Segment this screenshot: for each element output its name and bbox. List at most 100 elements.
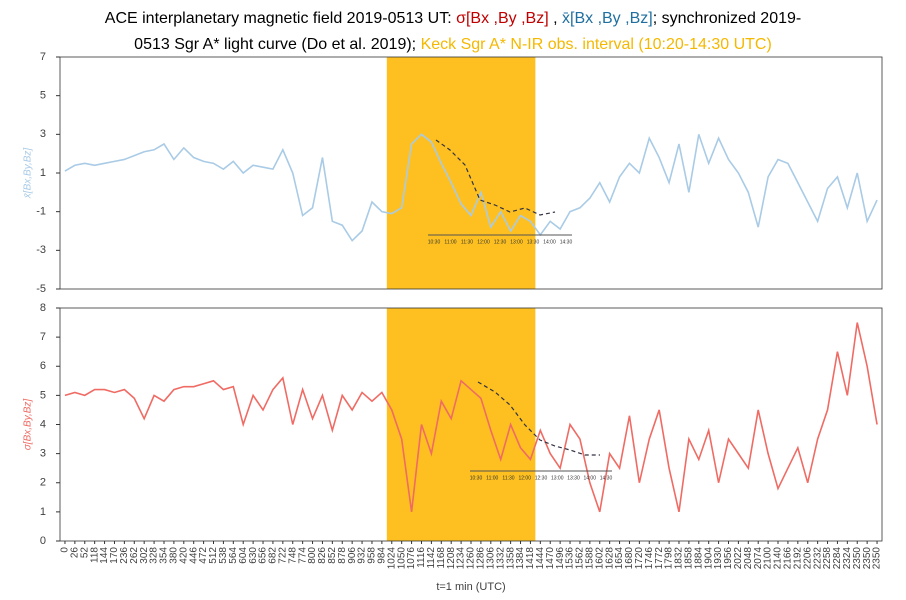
x-tick-label: 682 xyxy=(268,547,279,564)
x-tick-label: 1418 xyxy=(525,547,536,570)
x-tick-label: 446 xyxy=(188,547,199,564)
inset-tick-label: 10:30 xyxy=(428,239,441,245)
x-tick-label: 380 xyxy=(169,547,180,564)
x-tick-label: 2074 xyxy=(753,547,764,570)
data-line xyxy=(64,133,878,242)
x-tick-label: 118 xyxy=(89,547,100,563)
x-tick-label: 144 xyxy=(99,547,110,564)
x-tick-label: 1208 xyxy=(446,547,457,570)
inset-tick-label: 12:30 xyxy=(494,239,507,245)
x-tick-label: 1444 xyxy=(535,547,546,570)
y-tick-label: 3 xyxy=(40,128,46,140)
x-tick-label: 1588 xyxy=(584,547,595,570)
y-tick-label: -3 xyxy=(36,244,46,256)
y-tick-label: 7 xyxy=(40,51,46,63)
x-tick-label: 1142 xyxy=(426,547,437,569)
x-tick-label: 1884 xyxy=(693,547,704,570)
x-tick-label: 1384 xyxy=(515,547,526,570)
x-tick-label: 1050 xyxy=(396,547,407,570)
title-part: ACE interplanetary magnetic field 2019-0… xyxy=(105,10,456,27)
inset-tick-label: 12:00 xyxy=(477,239,490,245)
inset-tick-label: 14:30 xyxy=(560,239,573,245)
x-tick-label: 2350 xyxy=(862,547,873,570)
title-part: , xyxy=(549,10,562,27)
y-tick-label: 4 xyxy=(40,418,46,430)
x-tick-label: 564 xyxy=(228,547,239,564)
x-tick-label: 1930 xyxy=(713,547,724,570)
y-axis-label: σ[Bx,By,Bz] xyxy=(23,399,34,451)
y-tick-label: 2 xyxy=(40,477,46,489)
x-tick-label: 302 xyxy=(139,547,150,564)
x-tick-label: 958 xyxy=(367,547,378,564)
x-tick-label: 748 xyxy=(287,547,298,564)
x-tick-label: 538 xyxy=(218,547,229,564)
x-tick-label: 2350 xyxy=(852,547,863,570)
y-tick-label: -1 xyxy=(36,206,46,218)
y-tick-label: 8 xyxy=(40,302,46,314)
inset-tick-label: 11:00 xyxy=(486,475,498,481)
x-tick-label: 2350 xyxy=(872,547,883,570)
x-tick-label: 26 xyxy=(69,547,80,559)
x-tick-label: 354 xyxy=(159,547,170,564)
x-tick-label: 1746 xyxy=(644,547,655,570)
x-tick-label: 1628 xyxy=(604,547,615,570)
x-tick-label: 906 xyxy=(347,547,358,564)
x-tick-label: 170 xyxy=(109,547,120,564)
x-tick-label: 630 xyxy=(248,547,259,564)
x-tick-label: 800 xyxy=(307,547,318,564)
x-tick-label: 1496 xyxy=(555,547,566,570)
x-tick-label: 0 xyxy=(60,547,71,553)
chart-title: ACE interplanetary magnetic field 2019-0… xyxy=(105,10,801,27)
x-tick-label: 722 xyxy=(277,547,288,564)
x-tick-label: 420 xyxy=(178,547,189,564)
y-tick-label: 7 xyxy=(40,331,46,343)
inset-tick-label: 11:00 xyxy=(444,239,456,245)
x-tick-label: 2100 xyxy=(763,547,774,570)
x-tick-label: 852 xyxy=(327,547,338,564)
inset-tick-label: 13:00 xyxy=(551,475,564,481)
y-tick-label: -5 xyxy=(36,283,46,295)
x-tick-label: 656 xyxy=(258,547,269,564)
inset-tick-label: 13:00 xyxy=(510,239,523,245)
x-tick-label: 512 xyxy=(208,547,219,564)
x-tick-label: 1654 xyxy=(614,547,625,570)
x-tick-label: 1798 xyxy=(664,547,675,570)
x-tick-label: 236 xyxy=(119,547,130,564)
x-tick-label: 2324 xyxy=(842,547,853,570)
x-tick-label: 2192 xyxy=(792,547,803,570)
x-tick-label: 1602 xyxy=(594,547,605,570)
inset-tick-label: 11:30 xyxy=(502,475,514,481)
x-tick-label: 1470 xyxy=(545,547,556,570)
x-tick-label: 1260 xyxy=(466,547,477,570)
x-tick-label: 604 xyxy=(238,547,249,564)
x-tick-label: 1956 xyxy=(723,547,734,570)
title-part: 0513 Sgr A* light curve (Do et al. 2019)… xyxy=(134,36,420,53)
x-tick-label: 1904 xyxy=(703,547,714,570)
x-tick-label: 2022 xyxy=(733,547,744,570)
x-tick-label: 1772 xyxy=(654,547,665,570)
x-tick-label: 878 xyxy=(337,547,348,564)
data-line xyxy=(64,322,878,513)
inset-tick-label: 14:00 xyxy=(583,475,596,481)
x-axis-label: t=1 min (UTC) xyxy=(436,581,505,593)
x-tick-label: 1332 xyxy=(495,547,506,570)
x-tick-label: 52 xyxy=(79,547,90,559)
x-tick-label: 932 xyxy=(357,547,368,564)
x-tick-label: 1858 xyxy=(684,547,695,570)
x-tick-label: 1562 xyxy=(575,547,586,570)
x-tick-label: 2140 xyxy=(773,547,784,570)
x-tick-label: 2232 xyxy=(812,547,823,570)
inset-tick-label: 14:30 xyxy=(600,475,613,481)
y-tick-label: 6 xyxy=(40,360,46,372)
x-tick-label: 2258 xyxy=(822,547,833,570)
x-tick-label: 472 xyxy=(198,547,209,564)
x-tick-label: 2284 xyxy=(832,547,843,570)
x-tick-label: 328 xyxy=(149,547,160,564)
title-part: σ[Bx ,By ,Bz] xyxy=(456,10,549,27)
x-tick-label: 1720 xyxy=(634,547,645,570)
x-tick-label: 2048 xyxy=(743,547,754,570)
x-tick-label: 1234 xyxy=(456,547,467,570)
x-tick-label: 826 xyxy=(317,547,328,564)
x-tick-label: 1536 xyxy=(565,547,576,570)
